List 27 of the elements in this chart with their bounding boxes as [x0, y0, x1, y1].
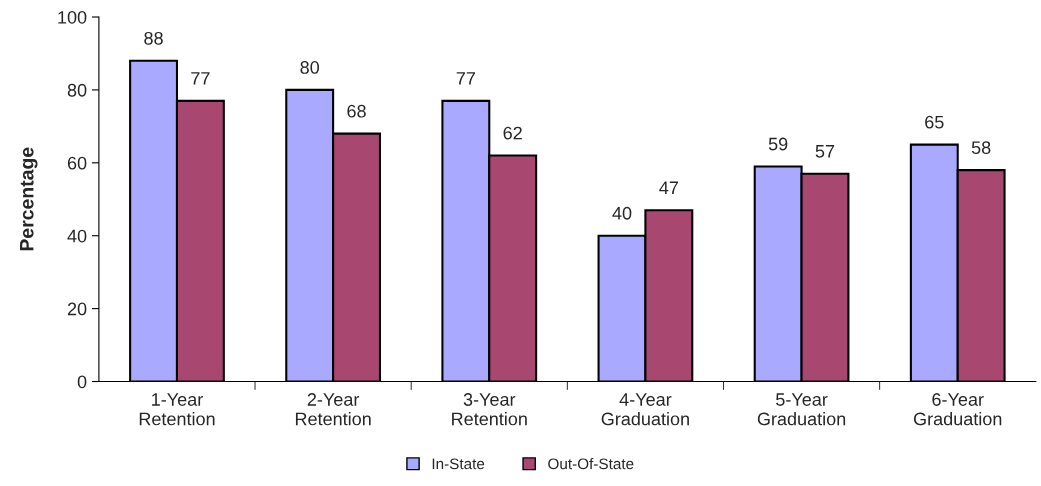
y-tick-label: 20 [67, 302, 87, 316]
x-tick-label: 3-Year Retention [452, 393, 527, 426]
y-tick-label: 80 [67, 83, 87, 97]
data-label: 40 [612, 206, 632, 220]
y-tick-label: 100 [58, 10, 87, 24]
data-label: 59 [768, 137, 788, 151]
data-label: 65 [925, 115, 944, 129]
data-label: 57 [815, 145, 835, 158]
y-tick-label: 40 [67, 229, 87, 243]
x-tick-label: 6-Year Graduation [913, 393, 1002, 426]
x-tick-label: 2-Year Retention [295, 393, 371, 426]
data-label: 77 [191, 72, 210, 85]
data-label: 68 [347, 104, 366, 118]
data-label: 80 [300, 61, 320, 74]
data-label: 77 [456, 72, 475, 85]
data-label: 47 [659, 181, 678, 194]
y-tick-label: 0 [77, 375, 87, 389]
y-axis-title: Percentage [20, 147, 38, 251]
data-label: 88 [144, 31, 163, 45]
x-tick-label: 1-Year Retention [139, 393, 215, 426]
legend-label: In-State [432, 458, 485, 470]
legend-label: Out-Of-State [548, 458, 634, 470]
data-label: 62 [503, 126, 522, 140]
x-tick-label: 5-Year Graduation [757, 393, 846, 426]
y-tick-label: 60 [67, 156, 87, 170]
data-label: 58 [971, 141, 991, 155]
x-tick-label: 4-Year Graduation [601, 393, 689, 426]
